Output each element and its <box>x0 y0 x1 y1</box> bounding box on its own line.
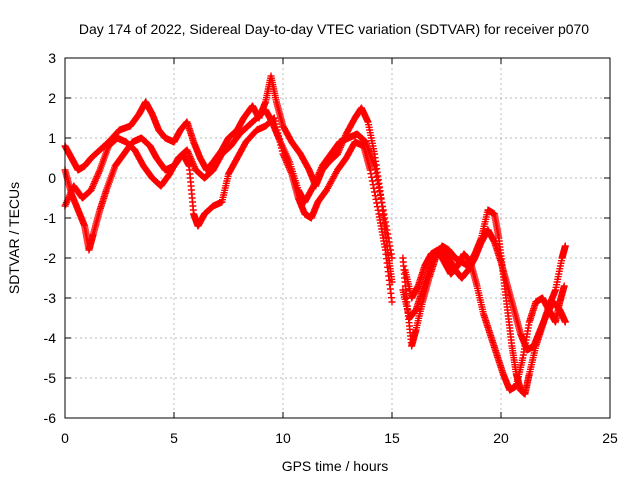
y-tick-label: -2 <box>44 250 57 266</box>
x-tick-label: 10 <box>275 430 291 446</box>
data-point <box>381 218 389 226</box>
data-point <box>561 318 569 326</box>
data-point <box>388 254 396 262</box>
series-track-5 <box>399 226 569 354</box>
data-point <box>560 282 568 290</box>
y-tick-label: -1 <box>44 210 57 226</box>
data-point <box>388 298 396 306</box>
y-tick-label: -6 <box>44 410 57 426</box>
y-tick-label: 3 <box>48 50 56 66</box>
plot-frame <box>64 57 611 419</box>
data-point <box>382 222 390 230</box>
y-tick-label: -5 <box>44 370 57 386</box>
data-point <box>379 202 387 210</box>
data-point <box>386 242 394 250</box>
x-axis-label: GPS time / hours <box>282 458 389 474</box>
tick-layer: 0 5 10 15 20 25 -6 -5 -4 -3 -2 -1 0 1 2 3 <box>44 50 618 446</box>
series-track-3 <box>61 106 396 262</box>
data-points-layer <box>61 72 569 398</box>
data-point <box>380 210 388 218</box>
x-tick-label: 15 <box>384 430 400 446</box>
x-tick-label: 25 <box>602 430 618 446</box>
chart-title: Day 174 of 2022, Sidereal Day-to-day VTE… <box>79 21 589 37</box>
data-point <box>375 184 383 192</box>
data-point <box>379 206 387 214</box>
data-point <box>373 173 381 181</box>
data-point <box>561 242 569 250</box>
data-point <box>383 226 391 234</box>
data-point <box>376 188 384 196</box>
data-point <box>372 169 380 177</box>
y-tick-label: 2 <box>48 90 56 106</box>
data-point <box>371 162 379 170</box>
y-tick-label: -3 <box>44 290 57 306</box>
x-tick-label: 0 <box>61 430 69 446</box>
data-point <box>384 230 392 238</box>
data-point <box>387 246 395 254</box>
y-axis-label: SDTVAR / TECUs <box>6 182 22 294</box>
data-point <box>374 180 382 188</box>
series-track-4 <box>399 206 569 398</box>
y-tick-label: 1 <box>48 130 56 146</box>
x-tick-label: 20 <box>493 430 509 446</box>
x-tick-label: 5 <box>170 430 178 446</box>
data-point <box>381 214 389 222</box>
series-track-6 <box>401 246 568 394</box>
data-point <box>376 191 384 199</box>
data-point <box>377 195 385 203</box>
y-tick-label: 0 <box>48 170 56 186</box>
y-tick-label: -4 <box>44 330 57 346</box>
data-point <box>384 234 392 242</box>
data-point <box>385 238 393 246</box>
data-point <box>371 166 379 174</box>
data-point <box>378 199 386 207</box>
data-point <box>387 250 395 258</box>
data-point <box>373 177 381 185</box>
